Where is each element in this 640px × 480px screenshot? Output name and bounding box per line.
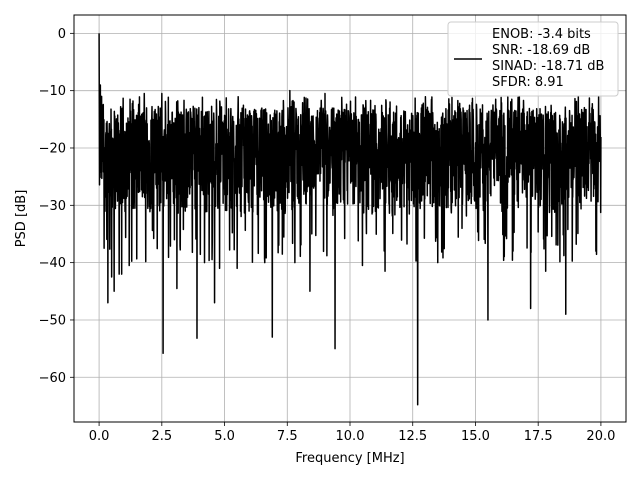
x-tick-label: 5.0 — [214, 429, 235, 444]
y-tick-label: 0 — [58, 27, 66, 42]
y-tick-label: −60 — [39, 371, 66, 386]
legend-box — [447, 21, 619, 97]
series-line — [98, 33, 602, 406]
legend: ENOB: -3.4 bits SNR: -18.69 dB SINAD: -1… — [447, 21, 619, 97]
plot-frame — [73, 14, 627, 423]
y-tick-label: −20 — [39, 141, 66, 156]
x-tick-label: 0.0 — [89, 429, 110, 444]
plot-area — [98, 33, 602, 406]
x-tick-label: 7.5 — [277, 429, 298, 444]
legend-sfdr: SFDR: 8.91 — [492, 75, 564, 90]
x-tick-label: 15.0 — [461, 429, 490, 444]
y-tick-label: −40 — [39, 256, 66, 271]
legend-sinad: SINAD: -18.71 dB — [492, 59, 604, 74]
legend-enob: ENOB: -3.4 bits — [492, 27, 591, 42]
y-tick-label: −10 — [39, 84, 66, 99]
x-tick-label: 12.5 — [398, 429, 427, 444]
y-axis-label: PSD [dB] — [14, 190, 29, 248]
ticks: 0.0 2.5 5.0 7.5 10.0 12.5 15.0 17.5 20.0 0 −10 −20 −… — [39, 27, 616, 444]
x-tick-label: 10.0 — [336, 429, 365, 444]
x-axis-label: Frequency [MHz] — [295, 451, 404, 466]
x-tick-label: 20.0 — [586, 429, 615, 444]
legend-snr: SNR: -18.69 dB — [492, 43, 590, 58]
x-tick-label: 2.5 — [151, 429, 172, 444]
y-tick-label: −30 — [39, 199, 66, 214]
x-tick-label: 17.5 — [524, 429, 553, 444]
y-tick-label: −50 — [39, 313, 66, 328]
